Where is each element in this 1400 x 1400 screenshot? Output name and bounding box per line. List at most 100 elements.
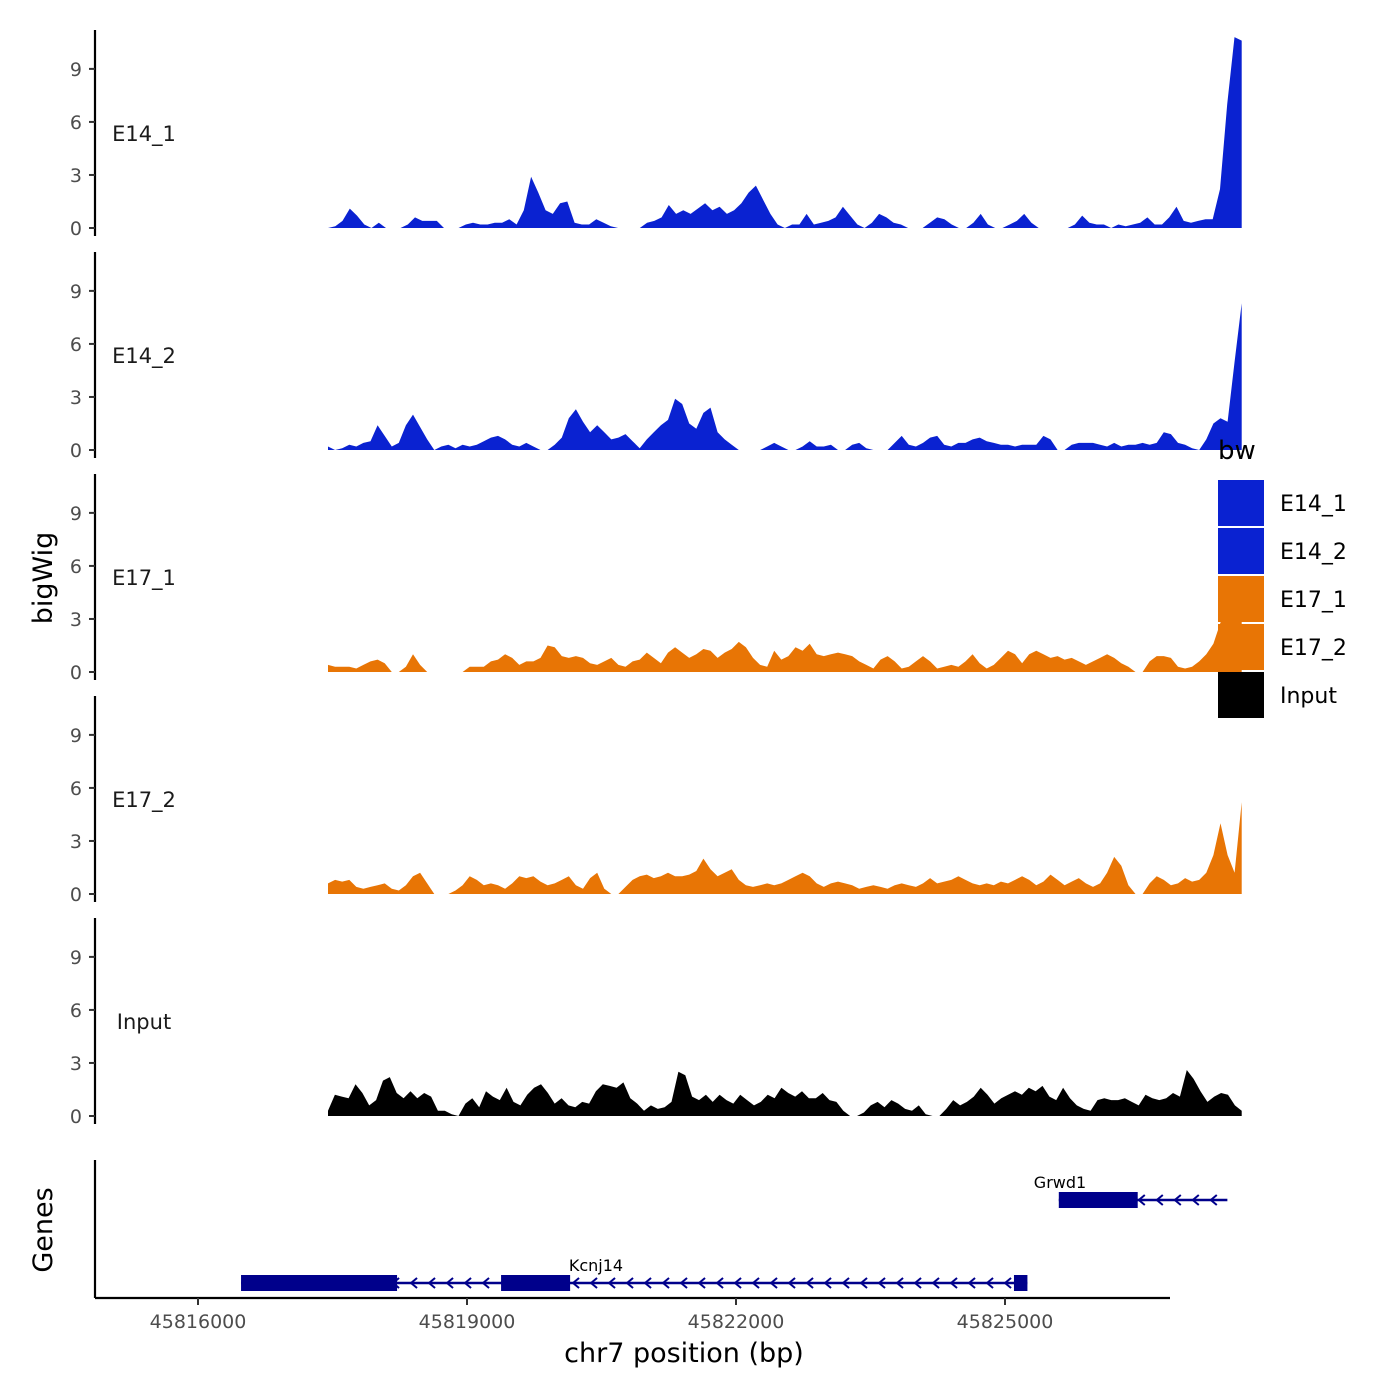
track-e14-1: 0 3 6 9 E14_1 bbox=[70, 30, 1242, 240]
strand-arrow bbox=[1003, 1277, 1012, 1289]
strand-arrow bbox=[625, 1277, 634, 1289]
strand-arrow bbox=[661, 1277, 670, 1289]
strand-arrow bbox=[769, 1277, 778, 1289]
track-e14-2: 0 3 6 9 E14_2 bbox=[70, 252, 1242, 462]
x-tick-label: 45816000 bbox=[150, 1311, 247, 1333]
strand-arrow bbox=[931, 1277, 940, 1289]
strand-arrow bbox=[985, 1277, 994, 1289]
y-tick-label: 3 bbox=[70, 609, 82, 631]
strand-arrow bbox=[1137, 1194, 1146, 1206]
strand-arrow bbox=[427, 1277, 436, 1289]
y-tick-label: 0 bbox=[70, 884, 82, 906]
legend: bw E14_1 E14_2 E17_1 E17_2 Input bbox=[1218, 436, 1347, 718]
track-label: E17_2 bbox=[112, 788, 176, 813]
strand-arrow bbox=[913, 1277, 922, 1289]
track-label: Input bbox=[117, 1010, 171, 1034]
y-tick-label: 6 bbox=[70, 778, 82, 800]
strand-arrow bbox=[481, 1277, 490, 1289]
x-tick-label: 45825000 bbox=[957, 1311, 1054, 1333]
exon bbox=[501, 1275, 571, 1291]
strand-arrow bbox=[1209, 1194, 1218, 1206]
strand-arrow bbox=[859, 1277, 868, 1289]
y-tick-label: 3 bbox=[70, 831, 82, 853]
gene-label: Grwd1 bbox=[1034, 1173, 1086, 1192]
track-label: E14_1 bbox=[112, 122, 176, 147]
genes-layer: Kcnj14 Grwd1 bbox=[93, 1160, 1228, 1298]
strand-arrow bbox=[463, 1277, 472, 1289]
y-tick-label: 6 bbox=[70, 334, 82, 356]
exon bbox=[1013, 1275, 1028, 1291]
strand-arrow bbox=[949, 1277, 958, 1289]
strand-arrow bbox=[589, 1277, 598, 1289]
x-axis-title: chr7 position (bp) bbox=[564, 1338, 804, 1369]
strand-arrow bbox=[1191, 1194, 1200, 1206]
x-tick-label: 45819000 bbox=[419, 1311, 516, 1333]
signal-area bbox=[328, 303, 1242, 450]
gene-label: Kcnj14 bbox=[569, 1256, 623, 1275]
track-label: E17_1 bbox=[112, 566, 176, 591]
y-tick-label: 6 bbox=[70, 112, 82, 134]
strand-arrow bbox=[571, 1277, 580, 1289]
tracks-layer: 0 3 6 9 E14_1 0 3 6 9 E14_2 0 3 6 9 E17_1 0 3 6 9 E17_2 0 3 6 9… bbox=[70, 30, 1242, 1128]
strand-arrow bbox=[751, 1277, 760, 1289]
y-tick-label: 6 bbox=[70, 1000, 82, 1022]
strand-arrow bbox=[787, 1277, 796, 1289]
legend-label: E17_1 bbox=[1280, 588, 1347, 613]
strand-arrow bbox=[895, 1277, 904, 1289]
signal-area bbox=[328, 601, 1242, 672]
strand-arrow bbox=[1173, 1194, 1182, 1206]
y-tick-label: 3 bbox=[70, 165, 82, 187]
strand-arrow bbox=[409, 1277, 418, 1289]
strand-arrow bbox=[841, 1277, 850, 1289]
y-tick-label: 9 bbox=[70, 281, 82, 303]
exon bbox=[1058, 1192, 1138, 1208]
y-tick-label: 0 bbox=[70, 1106, 82, 1128]
legend-title: bw bbox=[1218, 436, 1256, 466]
strand-arrow bbox=[1155, 1194, 1164, 1206]
legend-swatch bbox=[1218, 480, 1264, 526]
track-label: E14_2 bbox=[112, 344, 176, 369]
strand-arrow bbox=[643, 1277, 652, 1289]
legend-label: Input bbox=[1280, 684, 1337, 709]
track-e17-2: 0 3 6 9 E17_2 bbox=[70, 696, 1242, 906]
legend-swatch bbox=[1218, 528, 1264, 574]
strand-arrow bbox=[967, 1277, 976, 1289]
y-tick-label: 0 bbox=[70, 440, 82, 462]
y-tick-label: 9 bbox=[70, 725, 82, 747]
strand-arrow bbox=[679, 1277, 688, 1289]
genes-axis-title: Genes bbox=[28, 1187, 59, 1272]
y-tick-label: 9 bbox=[70, 59, 82, 81]
strand-arrow bbox=[607, 1277, 616, 1289]
strand-arrow bbox=[823, 1277, 832, 1289]
legend-swatch bbox=[1218, 576, 1264, 622]
strand-arrow bbox=[697, 1277, 706, 1289]
y-tick-label: 0 bbox=[70, 662, 82, 684]
strand-arrow bbox=[445, 1277, 454, 1289]
legend-label: E17_2 bbox=[1280, 636, 1347, 661]
strand-arrow bbox=[715, 1277, 724, 1289]
strand-arrow bbox=[805, 1277, 814, 1289]
x-axis: 45816000 45819000 45822000 45825000 bbox=[95, 1296, 1170, 1333]
y-axis-title: bigWig bbox=[28, 532, 59, 625]
legend-swatch bbox=[1218, 624, 1264, 670]
legend-swatch bbox=[1218, 672, 1264, 718]
y-tick-label: 6 bbox=[70, 556, 82, 578]
y-tick-label: 9 bbox=[70, 947, 82, 969]
legend-label: E14_1 bbox=[1280, 492, 1347, 517]
exon bbox=[241, 1275, 398, 1291]
legend-label: E14_2 bbox=[1280, 540, 1347, 565]
gene-kcnj14: Kcnj14 bbox=[241, 1256, 1028, 1291]
y-tick-label: 9 bbox=[70, 503, 82, 525]
x-tick-label: 45822000 bbox=[688, 1311, 785, 1333]
strand-arrow bbox=[733, 1277, 742, 1289]
gene-grwd1: Grwd1 bbox=[1034, 1173, 1228, 1208]
signal-area bbox=[328, 1070, 1242, 1116]
y-tick-label: 3 bbox=[70, 1053, 82, 1075]
strand-arrow bbox=[877, 1277, 886, 1289]
y-tick-label: 0 bbox=[70, 218, 82, 240]
signal-area bbox=[328, 802, 1242, 894]
signal-area bbox=[328, 37, 1242, 228]
track-input: 0 3 6 9 Input bbox=[70, 918, 1242, 1128]
track-e17-1: 0 3 6 9 E17_1 bbox=[70, 474, 1242, 684]
